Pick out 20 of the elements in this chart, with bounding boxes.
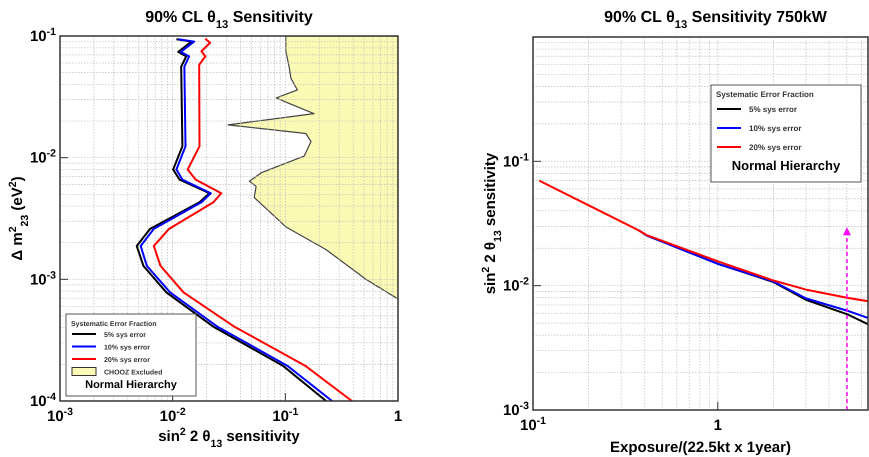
y-tick-label: 10$^{-2}$ xyxy=(30,148,56,167)
x-tick-label: 10$^{-1}$ xyxy=(520,415,546,434)
x-axis-title: Exposure/(22.5kt x 1year) xyxy=(610,439,791,456)
chart-title: 90% CL θ$_{13}$ Sensitivity xyxy=(145,9,313,31)
legend-label: 20% sys error xyxy=(749,143,802,152)
annotation: Normal Hierarchy xyxy=(85,379,178,391)
annotation: Normal Hierarchy xyxy=(732,158,841,173)
x-tick-label: 1 xyxy=(394,408,402,425)
x-axis-title: sin$^{2}$ 2 θ$_{13}$ sensitivity xyxy=(158,426,300,450)
y-tick-label: 10$^{-3}$ xyxy=(30,269,56,288)
chart-title: 90% CL θ$_{13}$ Sensitivity 750kW xyxy=(604,9,828,31)
y-tick-label: 10$^{-2}$ xyxy=(502,276,530,295)
y-tick-label: 10$^{-1}$ xyxy=(502,151,530,170)
y-tick-label: 10$^{-1}$ xyxy=(30,26,56,45)
legend-label: 5% sys error xyxy=(749,105,798,114)
x-tick-label: 1 xyxy=(714,417,722,434)
legend-title: Systematic Error Fraction xyxy=(716,90,814,99)
x-tick-label: 10$^{-1}$ xyxy=(272,406,298,425)
legend-label: 10% sys error xyxy=(749,124,802,133)
x-tick-label: 10$^{-2}$ xyxy=(160,406,186,425)
